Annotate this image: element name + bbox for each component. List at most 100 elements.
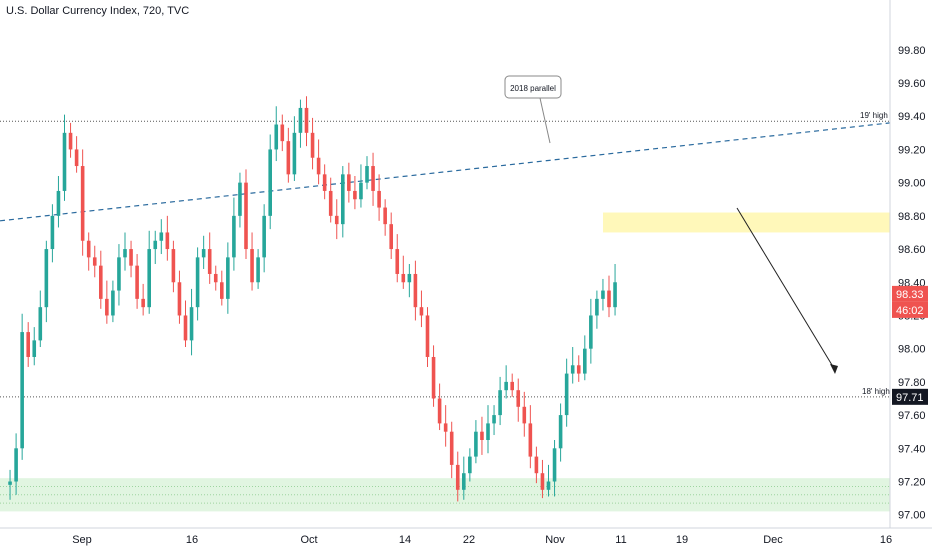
candle-body [455,464,460,490]
candle-body [377,190,381,208]
candle-body [407,273,412,283]
candle-body [334,215,339,225]
candle-body [552,448,557,482]
level-price-tag: 97.71 [892,388,928,405]
candle-body [558,415,563,449]
candle-body [413,273,418,308]
candle-body [383,207,387,225]
candle-body [583,348,587,374]
candle-body [449,431,454,465]
level-price-tag-bg [892,388,928,405]
candle-body [171,249,176,283]
candle-body [268,149,272,216]
price-tick-label: 98.60 [898,244,926,256]
candle-body [347,174,351,191]
candle-body [256,257,260,283]
time-tick-label: 22 [463,534,475,546]
candle-body [504,381,508,391]
candle-body [474,431,478,457]
candle-body [510,381,514,391]
candle-body [613,282,617,308]
candle-body [540,473,545,490]
candle-body [522,406,527,424]
candle-body [232,215,236,258]
candle-body [68,132,73,150]
candle-body [195,257,200,308]
candle-body [280,124,285,142]
candle-body [304,107,309,133]
candle-body [480,431,484,440]
candle-body [419,307,424,316]
time-tick-label: Nov [545,534,565,546]
price-tick-label: 97.60 [898,410,926,422]
level-label-19-high: 19' high [860,111,888,120]
candle-body [395,249,400,274]
last-price-tag-text: 98.33 [896,289,924,301]
candle-body [38,307,43,341]
candle-body [595,298,599,316]
candle-body [274,124,279,150]
price-tick-label: 99.00 [898,178,926,190]
candle-body [365,166,369,183]
candle-body [498,390,502,416]
candle-body [123,249,127,258]
candle-body [213,273,218,283]
candle-body [328,190,333,216]
zone-resistance [603,212,890,233]
candle-body [322,174,327,191]
candle-body [359,182,363,200]
candle-body [56,190,61,216]
candle-body [262,215,266,258]
candle-body [159,232,164,241]
candle-body [99,265,103,299]
time-tick-label: 14 [399,534,411,546]
candle-body [147,249,151,308]
last-price-tag: 98.33 [892,285,928,302]
candle-body [437,398,442,424]
candle-body [316,157,321,175]
last-price-tag-bg [892,285,928,302]
price-tick-label: 98.80 [898,211,926,223]
price-tick-label: 99.40 [898,111,926,123]
candle-body [226,257,230,299]
candle-body [546,481,551,490]
candle-body [189,307,194,341]
candle-body [80,166,85,241]
price-tick-label: 97.80 [898,377,926,389]
candle-body [177,282,182,316]
callout-pointer [539,97,551,144]
projection-arrow-line [736,207,836,371]
candle-body [492,415,496,424]
candle-body [238,182,242,216]
time-tick-label: 19 [676,534,688,546]
candle-body [425,315,430,357]
candle-body [601,290,605,299]
candle-body [516,390,521,407]
candle-body [528,423,533,457]
candle-body [607,290,611,308]
time-tick-label: 11 [615,534,626,546]
candle-body [50,215,55,250]
candle-body [153,240,158,250]
time-tick-label: Oct [300,534,317,546]
candle-body [105,298,109,316]
time-tick-label: 16 [186,534,198,546]
candle-body [62,132,67,191]
candle-body [564,373,569,416]
level-price-tag-text: 97.71 [896,392,924,404]
parallel-callout: 2018 parallel [504,75,562,144]
candle-body [207,249,212,274]
callout-text: 2018 parallel [510,84,556,93]
price-tick-label: 99.80 [898,45,926,57]
level-label-18-high: 18' high [862,387,890,396]
candle-body [286,141,291,175]
candle-body [589,315,593,349]
candle-body [117,257,121,291]
candle-body [431,356,436,399]
time-tick-label: Sep [72,534,92,546]
countdown-tag-bg [892,301,928,318]
candle-body [165,232,170,250]
candle-body [310,132,315,158]
candle-body [462,473,466,490]
